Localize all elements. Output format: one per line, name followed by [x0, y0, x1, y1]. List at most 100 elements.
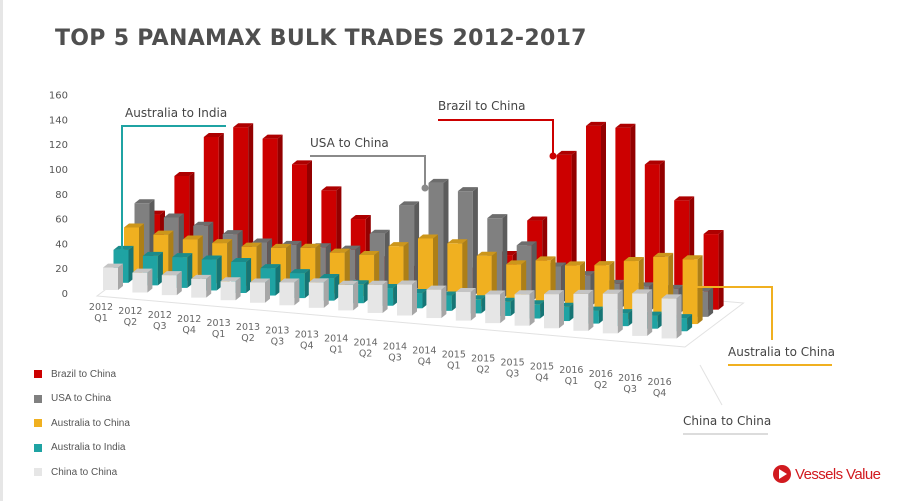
- x-tick-label: 2015: [442, 349, 466, 360]
- legend-label: Brazil to China: [51, 368, 117, 380]
- x-tick-label: Q4: [182, 325, 196, 336]
- legend-item-china-china[interactable]: China to China: [34, 460, 130, 485]
- series-china-to-china: [103, 263, 682, 339]
- y-tick-label: 80: [55, 190, 68, 201]
- legend-label: USA to China: [51, 393, 112, 405]
- bar[interactable]: [447, 243, 463, 304]
- y-tick-label: 160: [49, 91, 68, 102]
- china-china-leader: [699, 364, 723, 406]
- bar[interactable]: [514, 294, 530, 326]
- x-tick-label: 2014: [354, 338, 378, 349]
- x-tick-label: 2016: [589, 369, 613, 380]
- legend-item-brazil-china[interactable]: Brazil to China: [34, 362, 130, 387]
- x-tick-label: 2015: [471, 353, 495, 364]
- bar[interactable]: [573, 293, 589, 331]
- x-tick-label: Q1: [565, 376, 579, 387]
- brand-name: Vessels Value: [795, 465, 881, 483]
- x-tick-label: Q1: [329, 345, 343, 356]
- bar[interactable]: [191, 278, 207, 298]
- x-tick-label: 2013: [265, 326, 289, 337]
- svg-text:Australia to China: Australia to China: [728, 345, 835, 359]
- bar[interactable]: [602, 293, 618, 334]
- callout-australia-india: Australia to India: [118, 106, 227, 256]
- x-tick-label: 2016: [648, 377, 672, 388]
- bar[interactable]: [455, 292, 471, 321]
- bar[interactable]: [132, 272, 148, 293]
- bar[interactable]: [397, 284, 412, 316]
- bar[interactable]: [220, 281, 236, 301]
- legend-item-usa-china[interactable]: USA to China: [34, 387, 130, 412]
- bar[interactable]: [338, 284, 354, 311]
- bar[interactable]: [367, 284, 383, 313]
- bar[interactable]: [262, 138, 278, 272]
- x-tick-label: Q3: [153, 321, 167, 332]
- bar[interactable]: [615, 127, 631, 302]
- x-tick-label: 2012: [177, 314, 201, 325]
- bar[interactable]: [586, 125, 601, 300]
- x-tick-label: Q2: [476, 364, 490, 375]
- x-tick-label: Q4: [653, 388, 667, 399]
- left-border: [0, 0, 3, 501]
- bar[interactable]: [103, 267, 118, 290]
- x-tick-label: Q3: [506, 368, 520, 379]
- x-tick-label: 2013: [207, 318, 231, 329]
- callout-brazil-china: Brazil to China: [438, 99, 557, 160]
- bar[interactable]: [661, 298, 677, 339]
- x-tick-label: Q2: [594, 380, 608, 391]
- x-tick-label: Q2: [124, 317, 138, 328]
- callout-usa-china: USA to China: [310, 136, 429, 192]
- bar[interactable]: [426, 289, 442, 319]
- bar[interactable]: [250, 282, 265, 303]
- legend-label: China to China: [51, 466, 118, 478]
- x-tick-label: Q4: [535, 372, 549, 383]
- legend: Brazil to China USA to China Australia t…: [34, 362, 130, 485]
- legend-item-australia-india[interactable]: Australia to India: [34, 436, 130, 461]
- bar[interactable]: [682, 259, 698, 325]
- callout-china-china: China to China: [683, 414, 771, 435]
- y-tick-label: 40: [55, 239, 68, 250]
- x-tick-label: 2013: [236, 322, 260, 333]
- x-tick-label: 2013: [295, 330, 319, 341]
- legend-swatch: [34, 468, 42, 477]
- callout-australia-china: Australia to China: [696, 286, 835, 359]
- x-tick-label: Q3: [271, 337, 285, 348]
- x-tick-label: 2015: [501, 357, 525, 368]
- bar[interactable]: [556, 154, 572, 297]
- legend-swatch: [34, 394, 42, 403]
- bar[interactable]: [632, 293, 648, 336]
- svg-text:USA to China: USA to China: [310, 136, 389, 150]
- vessels-value-logo: Vessels Value: [773, 465, 881, 483]
- y-tick-label: 100: [49, 165, 68, 176]
- legend-swatch: [34, 419, 42, 428]
- svg-text:China to China: China to China: [683, 414, 771, 428]
- x-tick-label: 2012: [89, 302, 113, 313]
- legend-item-australia-china[interactable]: Australia to China: [34, 411, 130, 436]
- bar[interactable]: [279, 282, 295, 306]
- svg-text:Brazil to China: Brazil to China: [438, 99, 525, 113]
- x-tick-label: 2012: [148, 310, 172, 321]
- bar[interactable]: [308, 282, 324, 308]
- x-tick-label: Q1: [447, 360, 461, 371]
- x-tick-label: Q1: [94, 313, 108, 324]
- bar[interactable]: [485, 294, 501, 324]
- y-tick-label: 0: [62, 289, 68, 300]
- x-tick-label: Q4: [418, 356, 432, 367]
- y-tick-label: 20: [55, 264, 68, 275]
- legend-label: Australia to China: [51, 417, 130, 429]
- bar[interactable]: [161, 275, 177, 296]
- x-tick-label: Q4: [300, 341, 314, 352]
- bar[interactable]: [418, 238, 433, 302]
- y-tick-label: 60: [55, 215, 68, 226]
- y-tick-label: 120: [49, 140, 68, 151]
- legend-label: Australia to India: [51, 442, 126, 454]
- legend-swatch: [34, 370, 42, 379]
- x-tick-label: 2016: [559, 365, 583, 376]
- svg-text:Australia to India: Australia to India: [125, 106, 227, 120]
- x-tick-label: 2015: [530, 361, 554, 372]
- x-tick-label: Q3: [623, 384, 637, 395]
- x-tick-label: Q2: [241, 333, 255, 344]
- legend-swatch: [34, 443, 42, 452]
- y-tick-label: 140: [49, 115, 68, 126]
- bar[interactable]: [544, 294, 559, 329]
